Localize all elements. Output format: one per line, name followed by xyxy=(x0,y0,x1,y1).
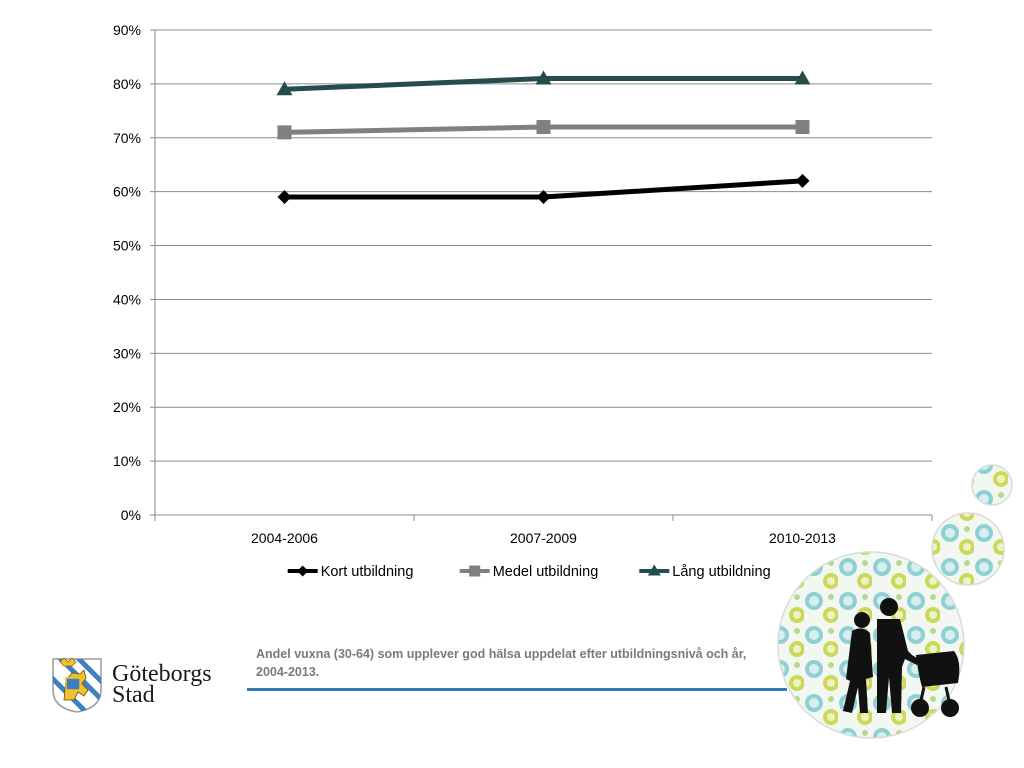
y-tick-label: 70% xyxy=(113,130,141,146)
chart-caption: Andel vuxna (30-64) som upplever god häl… xyxy=(256,647,747,679)
data-point-diamond xyxy=(536,190,551,205)
legend-label: Kort utbildning xyxy=(321,564,414,580)
y-tick-label: 90% xyxy=(113,22,141,38)
data-point-square xyxy=(536,120,551,134)
logo-wordmark: Göteborgs Stad xyxy=(112,661,212,708)
coat-of-arms-icon xyxy=(52,657,102,713)
x-tick-label: 2004-2006 xyxy=(251,530,318,546)
legend-label: Lång utbildning xyxy=(672,564,770,580)
y-tick-label: 10% xyxy=(113,453,141,469)
data-point-triangle xyxy=(647,564,661,576)
y-tick-label: 20% xyxy=(113,399,141,415)
decorative-family-circle-image xyxy=(777,464,1013,739)
axes xyxy=(150,29,933,521)
data-point-triangle xyxy=(276,81,293,96)
goteborgs-stad-logo: Göteborgs Stad xyxy=(50,656,240,718)
x-tick-labels: 2004-2006 2007-2009 2010-2013 xyxy=(251,530,836,546)
caption-divider xyxy=(247,688,787,691)
y-tick-label: 30% xyxy=(113,345,141,361)
data-point-square xyxy=(469,565,481,577)
data-point-triangle xyxy=(794,70,811,85)
y-tick-label: 40% xyxy=(113,291,141,307)
y-tick-labels: 0% 10% 20% 30% 40% 50% 60% 70% 80% 90% xyxy=(113,22,141,523)
data-point-square xyxy=(795,120,810,134)
gridlines xyxy=(155,29,932,462)
data-point-diamond xyxy=(297,565,309,577)
legend: Kort utbildning Medel utbildning Lång utbi… xyxy=(287,564,771,580)
data-point-triangle xyxy=(535,70,552,85)
line-chart: 0%10%20%30%40%50%60%70%80%90% 2004-2006 2… xyxy=(113,22,933,580)
y-tick-label: 60% xyxy=(113,184,141,200)
logo-line-1: Göteborgs xyxy=(112,661,212,687)
x-tick-label: 2010-2013 xyxy=(769,530,836,546)
legend-label: Medel utbildning xyxy=(493,564,599,580)
y-tick-label: 0% xyxy=(121,507,141,523)
logo-line-2: Stad xyxy=(112,682,155,708)
series xyxy=(276,70,811,205)
x-tick-label: 2007-2009 xyxy=(510,530,577,546)
y-tick-label: 50% xyxy=(113,238,141,254)
data-point-diamond xyxy=(795,173,810,188)
data-point-diamond xyxy=(277,190,292,205)
data-point-square xyxy=(277,125,292,140)
y-tick-label: 80% xyxy=(113,76,141,92)
